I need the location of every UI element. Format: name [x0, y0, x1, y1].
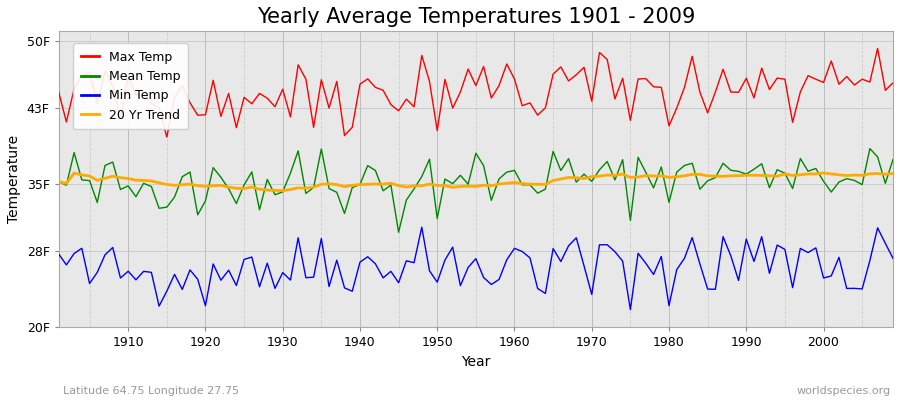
Legend: Max Temp, Mean Temp, Min Temp, 20 Yr Trend: Max Temp, Mean Temp, Min Temp, 20 Yr Tre…	[73, 44, 188, 129]
Text: Latitude 64.75 Longitude 27.75: Latitude 64.75 Longitude 27.75	[63, 386, 239, 396]
X-axis label: Year: Year	[461, 355, 491, 369]
Text: worldspecies.org: worldspecies.org	[796, 386, 891, 396]
Y-axis label: Temperature: Temperature	[7, 135, 21, 224]
Title: Yearly Average Temperatures 1901 - 2009: Yearly Average Temperatures 1901 - 2009	[256, 7, 695, 27]
